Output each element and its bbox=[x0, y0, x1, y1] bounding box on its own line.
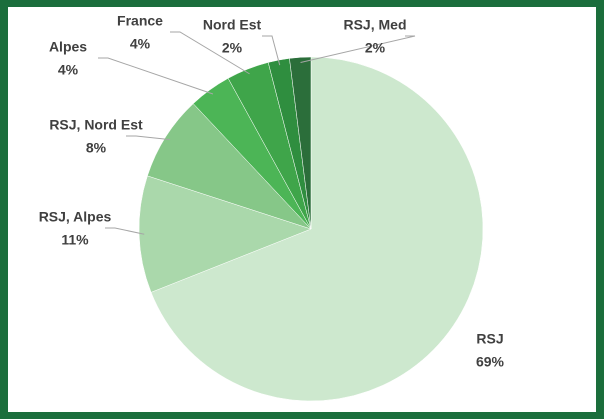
data-label-value: 2% bbox=[222, 40, 243, 56]
data-label-value: 8% bbox=[86, 140, 107, 156]
data-label-name: RSJ, Alpes bbox=[39, 209, 112, 225]
pie-slice bbox=[138, 175, 312, 293]
data-label-value: 2% bbox=[365, 40, 386, 56]
data-label-value: 4% bbox=[130, 36, 151, 52]
data-label-name: Nord Est bbox=[203, 17, 262, 33]
data-label-name: RSJ bbox=[476, 331, 503, 347]
leader-line bbox=[262, 35, 281, 66]
data-label-value: 69% bbox=[476, 354, 505, 370]
pie-slice bbox=[150, 56, 484, 402]
data-label-name: RSJ, Med bbox=[343, 17, 406, 33]
leader-line bbox=[105, 227, 145, 235]
data-label-name: France bbox=[117, 13, 163, 29]
data-label-value: 11% bbox=[61, 232, 89, 248]
data-label-name: RSJ, Nord Est bbox=[49, 117, 143, 133]
leader-line bbox=[126, 135, 171, 141]
pie-slice bbox=[289, 56, 312, 230]
leader-line bbox=[98, 57, 214, 95]
data-label-value: 4% bbox=[58, 62, 79, 78]
leader-line bbox=[170, 31, 250, 75]
data-label-name: Alpes bbox=[49, 39, 87, 55]
leader-line bbox=[300, 35, 416, 63]
